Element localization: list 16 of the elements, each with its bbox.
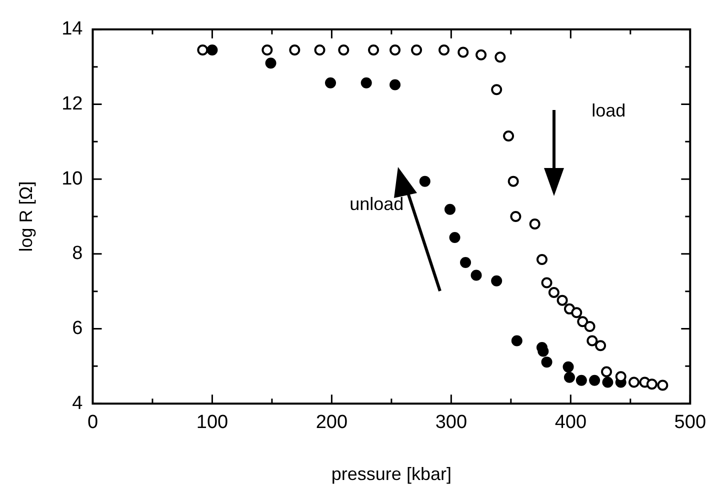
y-tick-label: 4 [72,392,84,414]
y-axis-title: log R [Ω] [16,181,36,252]
y-tick-label: 14 [62,18,84,40]
y-tick-label: 10 [62,168,83,190]
y-tick-label: 6 [72,318,83,339]
annotation: load [592,100,626,121]
x-tick-label: 300 [435,412,468,434]
x-tick-label: 400 [554,412,587,434]
x-axis-title: pressure [kbar] [331,464,452,484]
x-tick-label: 100 [196,412,228,434]
y-tick-label: 8 [72,243,83,264]
annotation: unload [350,194,404,214]
x-tick-label: 200 [316,412,348,434]
x-tick-label: 0 [87,412,98,434]
x-tick-label: 500 [674,412,706,434]
y-tick-label: 12 [62,93,83,114]
